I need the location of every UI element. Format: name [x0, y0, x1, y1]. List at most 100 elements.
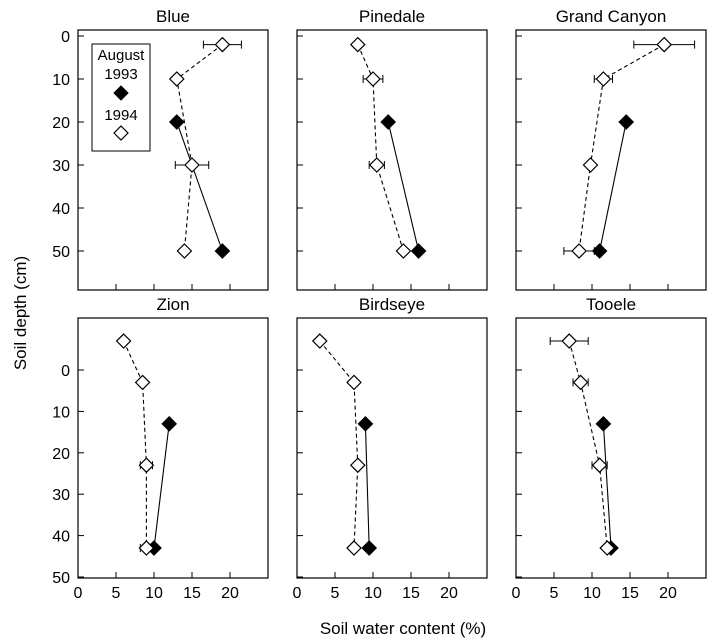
legend-label-1993: 1993	[104, 66, 137, 83]
data-point-1994	[115, 333, 132, 349]
data-point-1993	[357, 415, 374, 432]
series-line-1993	[602, 423, 612, 549]
y-axis-label: Soil depth (cm)	[11, 256, 30, 370]
series-line-1994	[357, 44, 404, 252]
data-point-1993	[168, 114, 185, 130]
panel-frame	[515, 317, 707, 579]
x-tick-label: 15	[402, 585, 420, 602]
data-point-1994	[561, 333, 578, 349]
data-point-1994	[349, 457, 366, 474]
data-point-1994	[395, 243, 412, 259]
data-point-1993	[361, 540, 378, 556]
panel-frame	[296, 29, 488, 291]
x-tick-label: 5	[331, 585, 340, 602]
panel-frame	[77, 29, 269, 291]
x-tick-label: 20	[440, 585, 458, 602]
panel-title: Tooele	[586, 295, 636, 314]
series-line-1993	[364, 423, 370, 549]
panel-grand-canyon: Grand Canyon	[515, 7, 707, 291]
data-point-1994	[368, 157, 385, 173]
x-tick-label: 20	[221, 585, 239, 602]
series-line-1994	[176, 44, 223, 252]
x-tick-label: 10	[583, 585, 601, 602]
panel-frame	[296, 317, 488, 579]
y-tick-label: 50	[52, 244, 70, 261]
panel-frame	[77, 317, 269, 579]
data-point-1994	[572, 374, 589, 391]
x-tick-label: 20	[659, 585, 677, 602]
data-point-1993	[380, 114, 397, 130]
series-line-1994	[578, 44, 665, 252]
data-point-1994	[349, 36, 366, 53]
legend-label-1994: 1994	[104, 107, 137, 124]
legend-open-diamond-marker	[113, 125, 129, 141]
y-tick-label: 10	[52, 404, 70, 421]
data-point-1994	[346, 374, 362, 391]
legend-filled-diamond-marker	[113, 85, 129, 101]
data-point-1994	[656, 36, 673, 53]
x-tick-label: 0	[512, 585, 521, 602]
data-point-1994	[595, 71, 612, 87]
y-tick-label: 0	[61, 363, 70, 380]
panel-birdseye: Birdseye 0 5 10 15 20	[293, 295, 488, 602]
data-point-1994	[591, 457, 608, 474]
series-line-1993	[599, 121, 627, 252]
series-line-1993	[387, 121, 420, 252]
legend-title: August	[98, 47, 146, 64]
y-tick-label: 50	[52, 570, 70, 587]
y-tick-label: 40	[52, 201, 70, 218]
panel-title: Grand Canyon	[556, 7, 667, 26]
data-point-1994	[134, 374, 151, 391]
y-tick-label: 10	[52, 72, 70, 89]
panel-tooele: Tooele 0 5 10 15 20	[512, 295, 707, 602]
x-tick-label: 0	[74, 585, 83, 602]
panel-pinedale: Pinedale	[296, 7, 488, 291]
y-tick-label: 20	[52, 115, 70, 132]
x-tick-label: 10	[145, 585, 163, 602]
data-point-1994	[571, 243, 587, 259]
x-tick-label: 0	[293, 585, 302, 602]
y-tick-label: 40	[52, 529, 70, 546]
x-tick-label: 15	[183, 585, 201, 602]
data-point-1994	[365, 71, 381, 87]
data-point-1994	[138, 540, 155, 556]
y-tick-label: 30	[52, 487, 70, 504]
series-line-1994	[123, 340, 147, 549]
y-tick-label: 30	[52, 158, 70, 175]
data-point-1994	[138, 457, 155, 474]
data-point-1994	[176, 243, 193, 259]
data-point-1994	[599, 540, 616, 556]
x-tick-label: 10	[364, 585, 382, 602]
series-line-1993	[176, 121, 223, 252]
panel-title: Blue	[156, 7, 190, 26]
data-point-1993	[595, 415, 612, 432]
panel-title: Birdseye	[359, 295, 425, 314]
data-point-1994	[184, 157, 200, 173]
panel-blue: Blue 0 10 20 30 40 50	[52, 7, 269, 291]
y-tick-label: 0	[61, 29, 70, 46]
data-point-1993	[214, 243, 231, 259]
data-point-1994	[582, 157, 599, 173]
data-point-1994	[168, 71, 185, 87]
panel-title: Zion	[156, 295, 189, 314]
data-point-1993	[161, 415, 178, 432]
series-line-1993	[153, 423, 170, 549]
panel-frame	[515, 29, 707, 291]
data-point-1993	[618, 114, 635, 130]
data-point-1993	[591, 243, 608, 259]
x-axis-label: Soil water content (%)	[320, 619, 486, 638]
series-line-1994	[319, 340, 359, 549]
y-tick-label: 20	[52, 446, 70, 463]
data-point-1994	[346, 540, 362, 556]
x-tick-label: 5	[550, 585, 559, 602]
x-tick-label: 5	[112, 585, 121, 602]
data-point-1994	[311, 333, 328, 349]
series-line-1994	[568, 340, 608, 549]
panel-title: Pinedale	[359, 7, 425, 26]
data-point-1994	[214, 36, 231, 53]
x-tick-label: 15	[621, 585, 639, 602]
data-point-1993	[410, 243, 427, 259]
